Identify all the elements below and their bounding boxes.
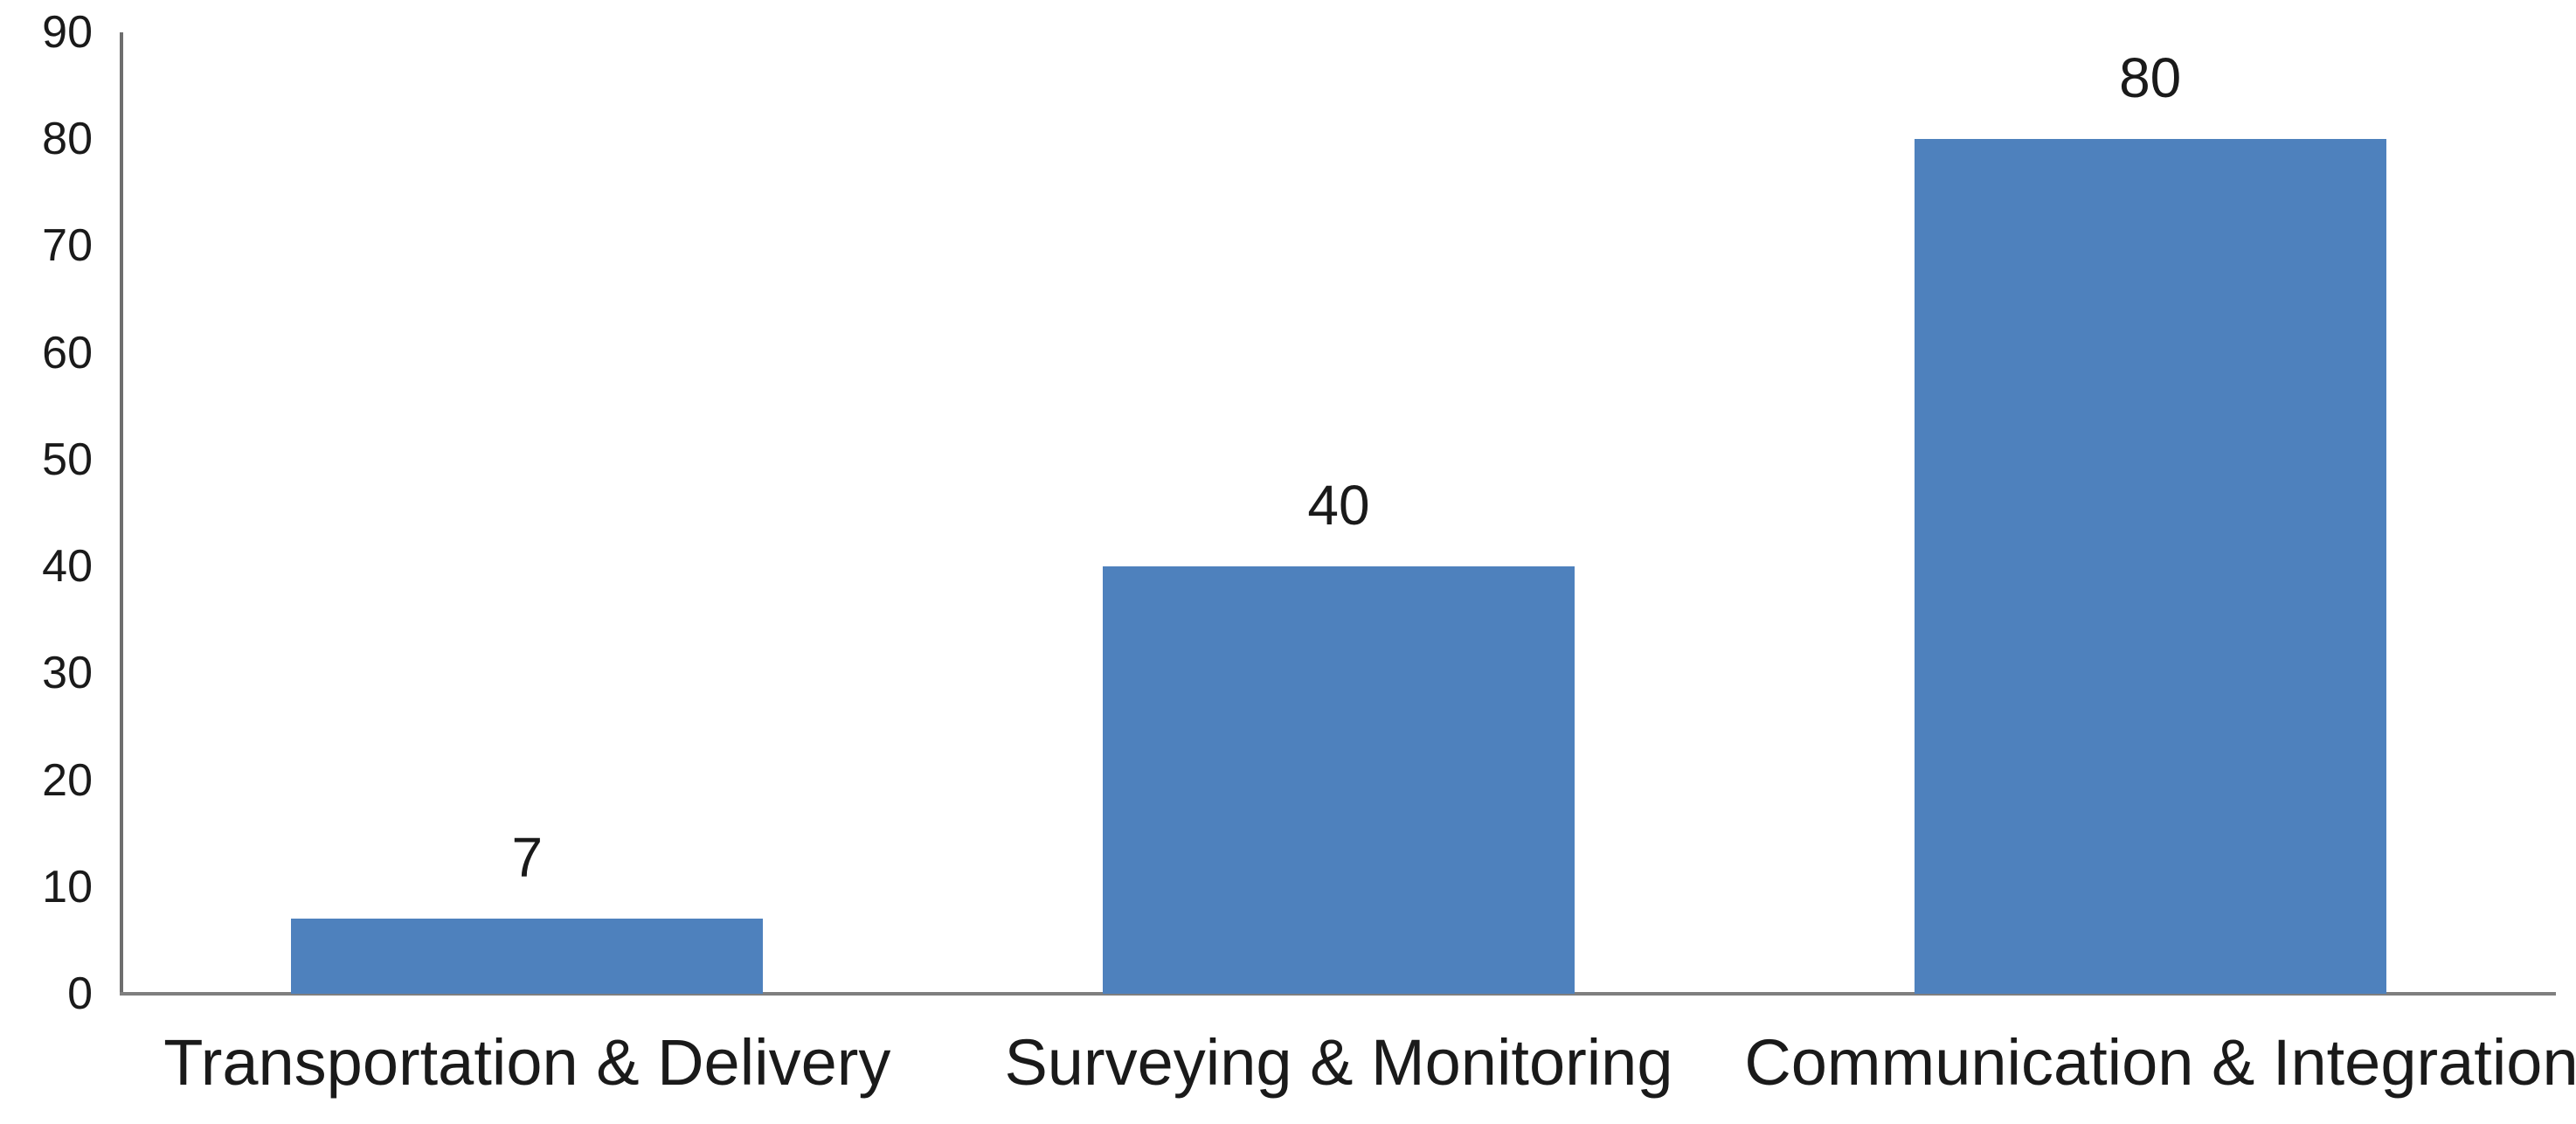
y-tick-label: 50 — [42, 434, 93, 485]
x-axis-line — [120, 992, 2556, 996]
y-tick-label: 0 — [67, 968, 93, 1019]
y-tick-label: 90 — [42, 7, 93, 58]
bar-value-label: 40 — [1307, 474, 1370, 538]
bar — [1103, 566, 1575, 994]
category-label: Surveying & Monitoring — [1004, 1026, 1673, 1099]
y-tick-label: 70 — [42, 220, 93, 272]
y-tick-label: 10 — [42, 861, 93, 912]
bar — [1914, 139, 2386, 994]
y-axis-line — [120, 32, 123, 996]
bar-value-label: 80 — [2119, 46, 2182, 110]
y-tick-label: 80 — [42, 114, 93, 165]
y-tick-label: 60 — [42, 327, 93, 378]
category-label: Transportation & Delivery — [163, 1026, 891, 1099]
y-tick-label: 20 — [42, 754, 93, 806]
y-tick-label: 30 — [42, 648, 93, 699]
bar — [291, 919, 764, 994]
y-tick-label: 40 — [42, 541, 93, 593]
category-label: Communication & Integration — [1744, 1026, 2576, 1099]
bar-value-label: 7 — [511, 826, 544, 890]
